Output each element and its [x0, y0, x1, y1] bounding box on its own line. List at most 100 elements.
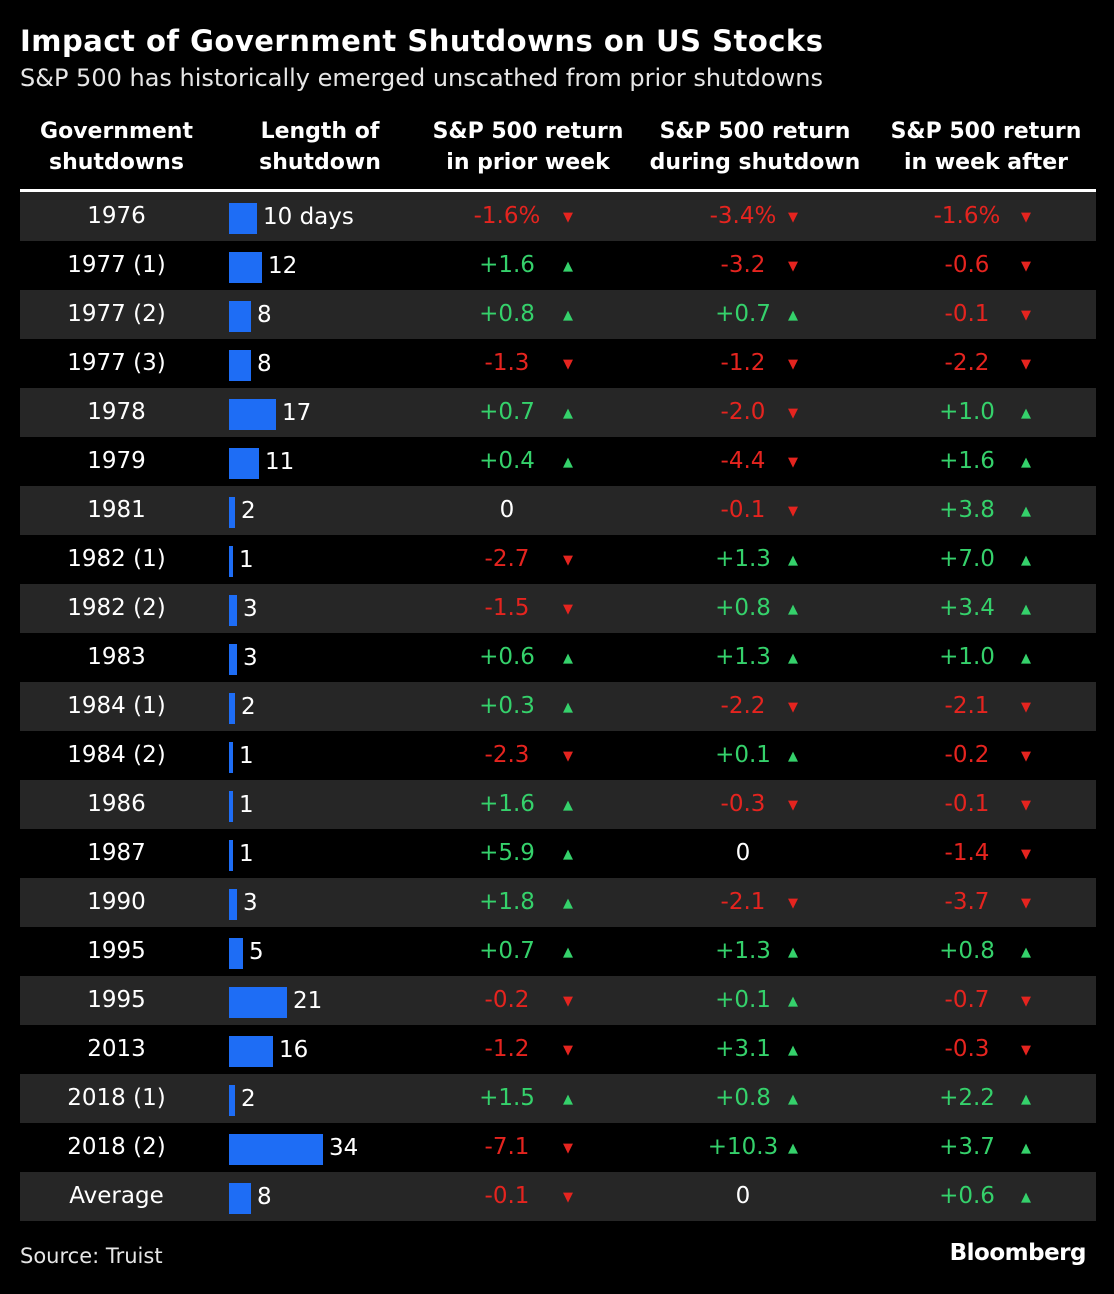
- up-triangle-icon: ▲: [563, 847, 573, 862]
- table-row: 2018 (2) 34 -7.1 ▼ +10.3 ▲ +3.7 ▲: [20, 1123, 1096, 1172]
- length-bar: [229, 1134, 323, 1165]
- up-triangle-icon: ▲: [1021, 406, 1031, 421]
- up-triangle-icon: ▲: [563, 406, 573, 421]
- up-triangle-icon: ▲: [563, 651, 573, 666]
- during-shutdown-return: -0.3: [720, 791, 766, 817]
- prior-week-return: 0: [499, 497, 515, 523]
- down-triangle-icon: ▼: [563, 602, 573, 617]
- header-line: in prior week: [446, 150, 610, 175]
- down-triangle-icon: ▼: [563, 1141, 573, 1156]
- prior-week-return: -2.7: [484, 546, 530, 572]
- bloomberg-logo: Bloomberg: [949, 1240, 1087, 1266]
- table-row: Average 8 -0.1 ▼ 0 +0.6 ▲: [20, 1172, 1096, 1221]
- table-row: 1978 17 +0.7 ▲ -2.0 ▼ +1.0 ▲: [20, 388, 1096, 437]
- down-triangle-icon: ▼: [788, 259, 798, 274]
- length-label: 8: [257, 351, 272, 377]
- header-shutdowns: Government shutdowns: [20, 116, 213, 178]
- length-label: 1: [239, 841, 254, 867]
- week-after-return: -1.4: [944, 840, 990, 866]
- length-label: 1: [239, 547, 254, 573]
- length-bar: [229, 350, 251, 381]
- shutdown-label: 1978: [87, 399, 146, 425]
- week-after-return: +0.6: [939, 1183, 995, 1209]
- up-triangle-icon: ▲: [788, 945, 798, 960]
- length-label: 1: [239, 743, 254, 769]
- shutdown-label: 1982 (1): [67, 546, 166, 572]
- prior-week-return: -2.3: [484, 742, 530, 768]
- week-after-return: -2.2: [944, 350, 990, 376]
- up-triangle-icon: ▲: [563, 455, 573, 470]
- prior-week-return: -1.5: [484, 595, 530, 621]
- table-header: Government shutdowns Length of shutdown …: [20, 116, 1096, 186]
- shutdown-label: 1984 (1): [67, 693, 166, 719]
- prior-week-return: +0.7: [479, 399, 535, 425]
- week-after-return: -0.1: [944, 301, 990, 327]
- table-row: 1986 1 +1.6 ▲ -0.3 ▼ -0.1 ▼: [20, 780, 1096, 829]
- chart-subtitle: S&P 500 has historically emerged unscath…: [20, 64, 823, 92]
- prior-week-return: -7.1: [484, 1134, 530, 1160]
- week-after-return: +3.7: [939, 1134, 995, 1160]
- shutdown-label: Average: [69, 1183, 164, 1209]
- table-row: 1995 5 +0.7 ▲ +1.3 ▲ +0.8 ▲: [20, 927, 1096, 976]
- header-week-after: S&P 500 return in week after: [876, 116, 1096, 178]
- table-row: 1987 1 +5.9 ▲ 0 -1.4 ▼: [20, 829, 1096, 878]
- week-after-return: +1.0: [939, 399, 995, 425]
- chart-title: Impact of Government Shutdowns on US Sto…: [20, 24, 824, 58]
- down-triangle-icon: ▼: [788, 210, 798, 225]
- prior-week-return: +0.8: [479, 301, 535, 327]
- during-shutdown-return: +1.3: [715, 644, 771, 670]
- header-line: S&P 500 return: [890, 119, 1082, 144]
- table-row: 1976 10 days -1.6% ▼ -3.4% ▼ -1.6% ▼: [20, 192, 1096, 241]
- length-label: 12: [268, 253, 298, 279]
- header-line: during shutdown: [649, 150, 861, 175]
- up-triangle-icon: ▲: [1021, 553, 1031, 568]
- shutdown-label: 1977 (3): [67, 350, 166, 376]
- shutdown-label: 1986: [87, 791, 146, 817]
- length-bar: [229, 1183, 251, 1214]
- shutdown-label: 1984 (2): [67, 742, 166, 768]
- table-row: 1979 11 +0.4 ▲ -4.4 ▼ +1.6 ▲: [20, 437, 1096, 486]
- up-triangle-icon: ▲: [788, 1043, 798, 1058]
- shutdown-label: 1990: [87, 889, 146, 915]
- up-triangle-icon: ▲: [1021, 1141, 1031, 1156]
- length-label: 8: [257, 302, 272, 328]
- length-bar: [229, 399, 276, 430]
- up-triangle-icon: ▲: [1021, 1190, 1031, 1205]
- up-triangle-icon: ▲: [788, 1141, 798, 1156]
- week-after-return: -1.6%: [933, 203, 1001, 229]
- week-after-return: -0.7: [944, 987, 990, 1013]
- table-row: 1982 (1) 1 -2.7 ▼ +1.3 ▲ +7.0 ▲: [20, 535, 1096, 584]
- during-shutdown-return: +1.3: [715, 546, 771, 572]
- shutdown-label: 1981: [87, 497, 146, 523]
- length-bar: [229, 742, 233, 773]
- up-triangle-icon: ▲: [563, 798, 573, 813]
- length-label: 11: [265, 449, 295, 475]
- down-triangle-icon: ▼: [1021, 896, 1031, 911]
- during-shutdown-return: +0.1: [715, 987, 771, 1013]
- header-line: shutdowns: [49, 150, 184, 175]
- up-triangle-icon: ▲: [563, 1092, 573, 1107]
- up-triangle-icon: ▲: [1021, 455, 1031, 470]
- week-after-return: -0.6: [944, 252, 990, 278]
- during-shutdown-return: -3.4%: [709, 203, 777, 229]
- down-triangle-icon: ▼: [563, 357, 573, 372]
- header-line: Length of: [260, 119, 380, 144]
- header-length: Length of shutdown: [220, 116, 420, 178]
- length-label: 17: [282, 400, 312, 426]
- down-triangle-icon: ▼: [788, 896, 798, 911]
- table-row: 2013 16 -1.2 ▼ +3.1 ▲ -0.3 ▼: [20, 1025, 1096, 1074]
- table-row: 1984 (1) 2 +0.3 ▲ -2.2 ▼ -2.1 ▼: [20, 682, 1096, 731]
- prior-week-return: +0.4: [479, 448, 535, 474]
- during-shutdown-return: +1.3: [715, 938, 771, 964]
- table-row: 1990 3 +1.8 ▲ -2.1 ▼ -3.7 ▼: [20, 878, 1096, 927]
- up-triangle-icon: ▲: [788, 553, 798, 568]
- length-bar: [229, 1036, 273, 1067]
- down-triangle-icon: ▼: [1021, 749, 1031, 764]
- up-triangle-icon: ▲: [563, 945, 573, 960]
- up-triangle-icon: ▲: [563, 259, 573, 274]
- up-triangle-icon: ▲: [788, 749, 798, 764]
- header-line: in week after: [903, 150, 1069, 175]
- week-after-return: -3.7: [944, 889, 990, 915]
- length-label: 5: [249, 939, 264, 965]
- during-shutdown-return: +0.7: [715, 301, 771, 327]
